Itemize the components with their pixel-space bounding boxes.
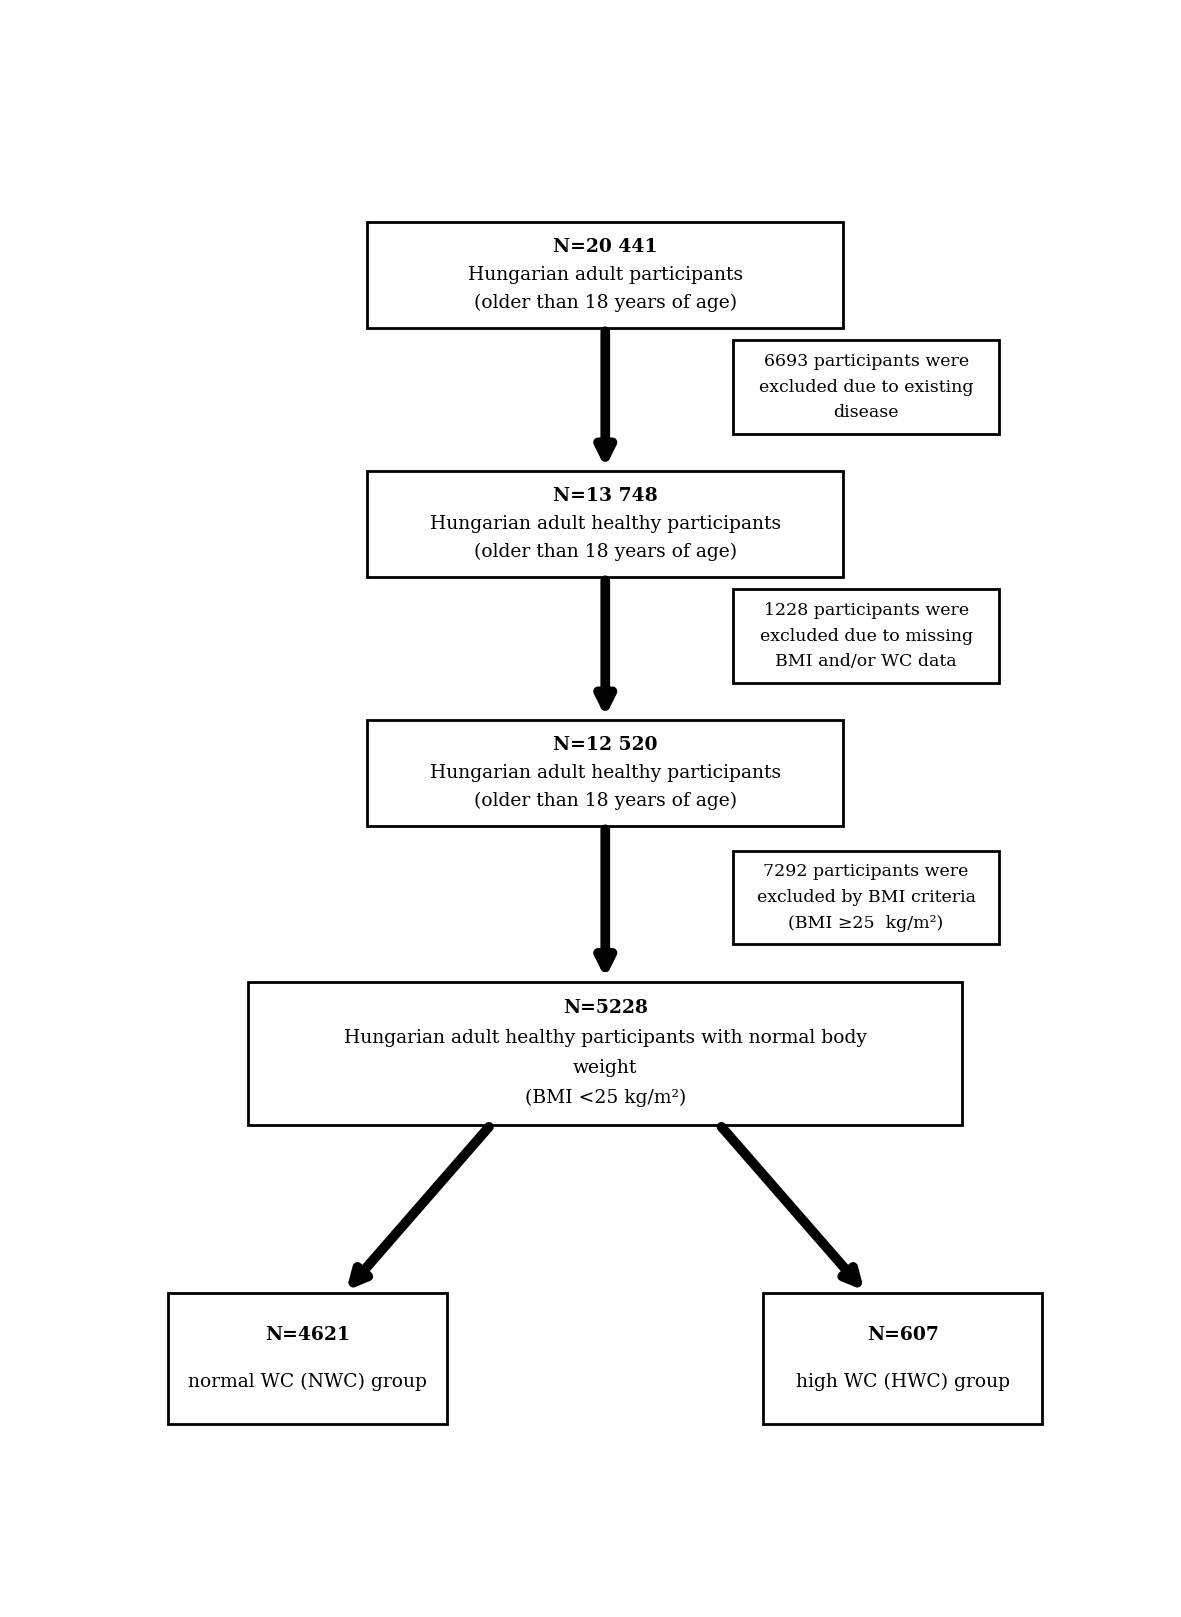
- Bar: [367, 471, 843, 577]
- Text: weight: weight: [573, 1059, 638, 1077]
- Bar: [733, 589, 999, 682]
- Text: N=4621: N=4621: [266, 1326, 351, 1344]
- Bar: [367, 720, 843, 826]
- Text: (older than 18 years of age): (older than 18 years of age): [474, 543, 737, 561]
- Text: N=607: N=607: [867, 1326, 939, 1344]
- Text: (older than 18 years of age): (older than 18 years of age): [474, 294, 737, 312]
- Text: 1228 participants were: 1228 participants were: [764, 602, 968, 619]
- Text: (older than 18 years of age): (older than 18 years of age): [474, 792, 737, 810]
- Bar: [733, 340, 999, 433]
- Bar: [168, 1294, 448, 1423]
- Text: N=13 748: N=13 748: [553, 487, 658, 505]
- Text: disease: disease: [834, 404, 899, 422]
- Text: Hungarian adult healthy participants: Hungarian adult healthy participants: [430, 514, 781, 534]
- Text: normal WC (NWC) group: normal WC (NWC) group: [188, 1373, 428, 1391]
- Text: excluded due to missing: excluded due to missing: [759, 627, 973, 645]
- Text: Hungarian adult healthy participants with normal body: Hungarian adult healthy participants wit…: [344, 1030, 867, 1048]
- Text: excluded due to existing: excluded due to existing: [759, 378, 973, 396]
- Text: N=20 441: N=20 441: [553, 238, 658, 255]
- Text: high WC (HWC) group: high WC (HWC) group: [796, 1373, 1010, 1391]
- Text: N=12 520: N=12 520: [553, 736, 658, 754]
- Text: 7292 participants were: 7292 participants were: [763, 863, 968, 880]
- Text: (BMI <25 kg/m²): (BMI <25 kg/m²): [524, 1088, 686, 1108]
- Bar: [733, 851, 999, 944]
- Text: N=5228: N=5228: [563, 999, 647, 1017]
- Text: excluded by BMI criteria: excluded by BMI criteria: [757, 889, 976, 906]
- Text: (BMI ≥25  kg/m²): (BMI ≥25 kg/m²): [789, 915, 944, 931]
- Text: 6693 participants were: 6693 participants were: [764, 353, 968, 370]
- Text: Hungarian adult participants: Hungarian adult participants: [468, 265, 743, 285]
- Text: BMI and/or WC data: BMI and/or WC data: [775, 653, 957, 671]
- Bar: [248, 982, 963, 1125]
- Bar: [367, 222, 843, 328]
- Bar: [763, 1294, 1043, 1423]
- Text: Hungarian adult healthy participants: Hungarian adult healthy participants: [430, 763, 781, 783]
